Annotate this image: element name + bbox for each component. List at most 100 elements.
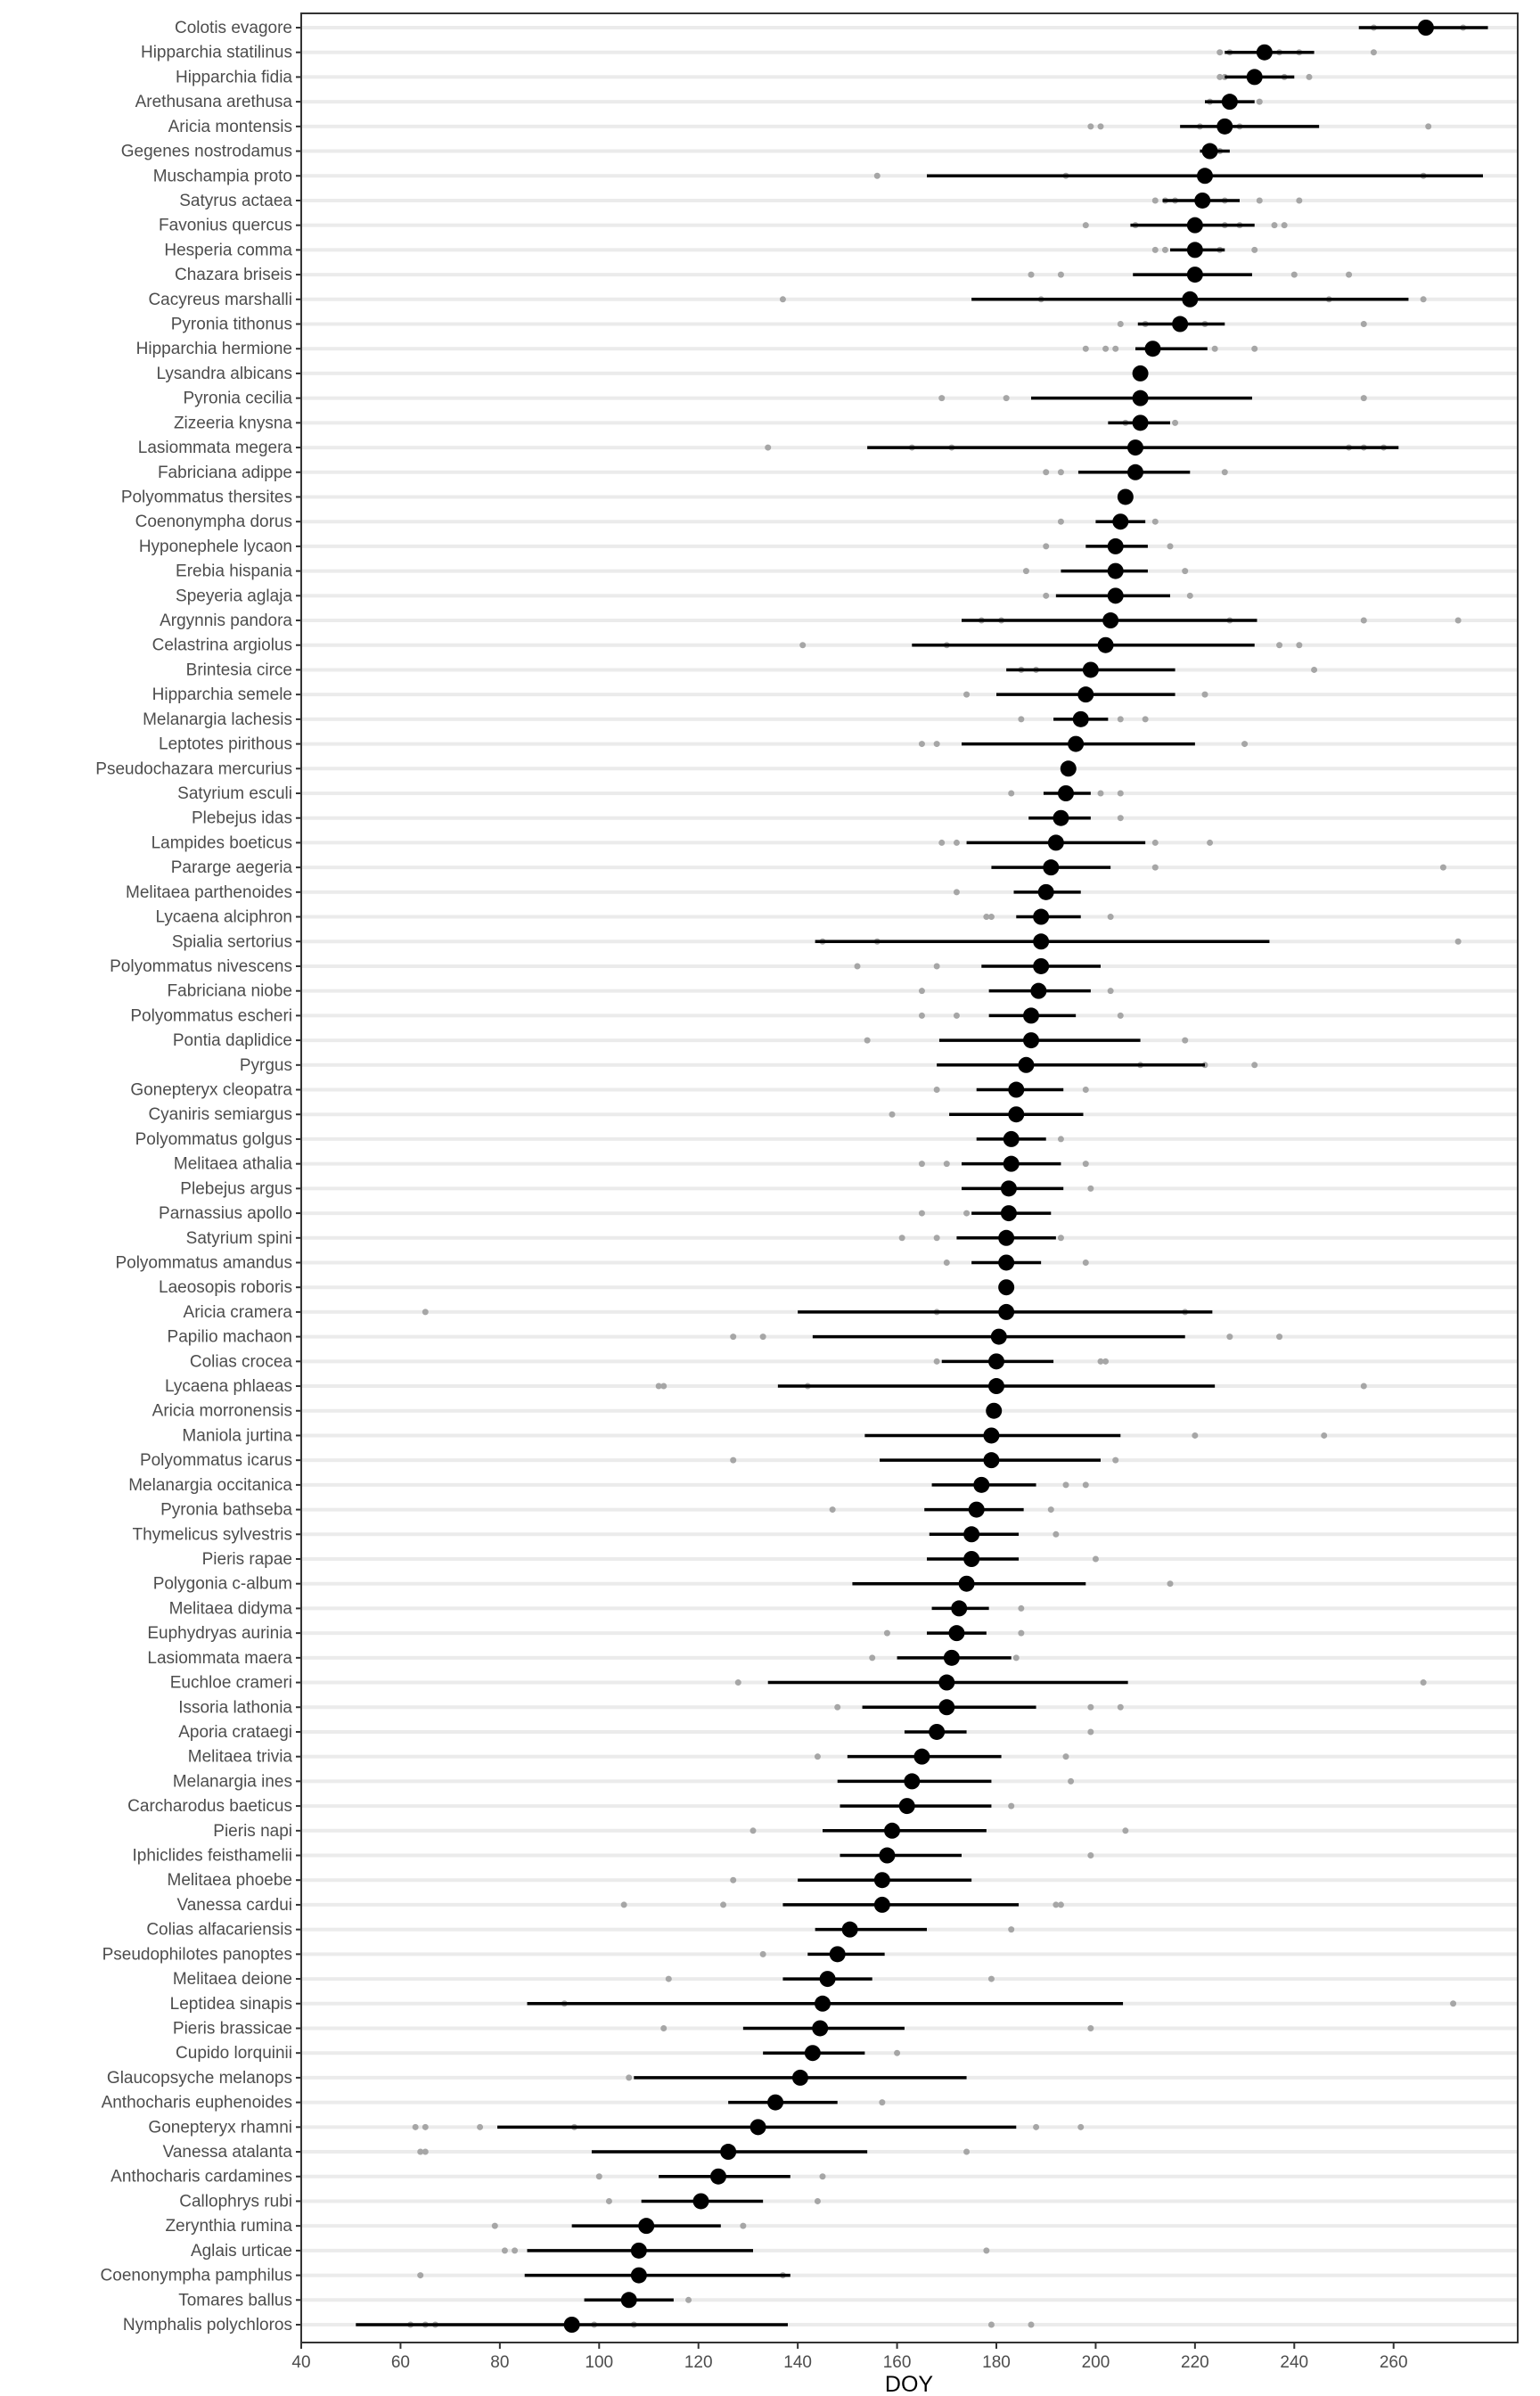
y-tick-label: Thymelicus sylvestris <box>133 1525 292 1544</box>
raw-point <box>1028 271 1035 278</box>
mean-point <box>990 1328 1007 1345</box>
mean-point <box>958 1575 975 1592</box>
raw-point <box>873 172 881 179</box>
mean-point <box>1112 513 1129 530</box>
mean-point <box>1194 192 1211 209</box>
y-tick-label: Aricia montensis <box>168 118 292 136</box>
raw-point <box>933 963 940 970</box>
raw-point <box>1087 1852 1094 1859</box>
y-tick-label: Pieris brassicae <box>173 2019 292 2038</box>
raw-point <box>1151 864 1159 871</box>
mean-point <box>1132 365 1149 382</box>
mean-point <box>1000 1205 1017 1222</box>
mean-point <box>998 1303 1015 1320</box>
raw-point <box>1107 914 1114 921</box>
y-tick-label: Satyrium spini <box>186 1229 292 1248</box>
raw-point <box>1057 1136 1064 1143</box>
y-tick-label: Pararge aegeria <box>171 858 293 877</box>
mean-point <box>1008 1081 1025 1098</box>
y-tick-label: Melitaea trivia <box>188 1748 293 1767</box>
raw-point <box>1186 592 1193 599</box>
y-tick-label: Celastrina argiolus <box>152 636 292 655</box>
y-tick-label: Melitaea athalia <box>174 1155 293 1174</box>
raw-point <box>1102 1358 1110 1365</box>
mean-point <box>791 2069 808 2086</box>
raw-point <box>1047 1506 1054 1514</box>
mean-point <box>1186 267 1203 283</box>
raw-point <box>665 1975 672 1982</box>
raw-point <box>1167 543 1174 550</box>
raw-point <box>1018 716 1025 723</box>
raw-point <box>1087 123 1094 130</box>
y-tick-label: Zizeeria knysna <box>174 414 292 432</box>
raw-point <box>620 1901 627 1908</box>
raw-point <box>1008 1802 1015 1809</box>
y-tick-label: Polygonia c-album <box>153 1575 292 1594</box>
mean-point <box>1172 316 1189 332</box>
raw-point <box>422 1309 429 1316</box>
raw-point <box>1276 642 1283 649</box>
raw-point <box>759 1950 766 1957</box>
mean-point <box>1053 809 1069 826</box>
raw-point <box>1057 518 1064 525</box>
x-tick-label: 80 <box>490 2353 509 2372</box>
mean-point <box>1132 390 1149 406</box>
raw-point <box>987 914 995 921</box>
y-tick-label: Fabriciana niobe <box>168 982 292 1001</box>
mean-point <box>1018 1056 1035 1073</box>
mean-point <box>938 1674 955 1691</box>
y-tick-label: Cyaniris semiargus <box>148 1105 292 1124</box>
mean-point <box>1030 982 1047 999</box>
raw-point <box>983 2247 990 2254</box>
raw-point <box>799 642 807 649</box>
raw-point <box>685 2296 692 2303</box>
raw-point <box>477 2123 484 2130</box>
raw-point <box>740 2222 747 2229</box>
mean-point <box>1033 933 1050 950</box>
raw-point <box>422 2148 429 2155</box>
y-tick-label: Pyronia tithonus <box>171 316 292 334</box>
raw-point <box>938 839 946 846</box>
raw-point <box>963 691 971 698</box>
mean-point <box>1221 94 1238 111</box>
x-tick-label: 180 <box>982 2353 1011 2372</box>
raw-point <box>1161 246 1168 253</box>
mean-point <box>988 1353 1004 1370</box>
raw-point <box>1454 617 1462 624</box>
y-tick-label: Anthocharis cardamines <box>111 2168 292 2187</box>
y-tick-label: Pyronia bathseba <box>160 1501 292 1520</box>
raw-point <box>655 1383 662 1390</box>
mean-point <box>1186 217 1203 234</box>
raw-point <box>730 1333 737 1341</box>
y-tick-label: Issoria lathonia <box>178 1698 292 1717</box>
y-tick-label: Aglais urticae <box>191 2242 292 2261</box>
mean-point <box>1033 908 1050 925</box>
y-tick-label: Melitaea phoebe <box>168 1871 293 1890</box>
raw-point <box>1271 222 1278 229</box>
y-tick-label: Leptidea sinapis <box>170 1995 292 2014</box>
raw-point <box>1439 864 1446 871</box>
y-tick-label: Hipparchia statilinus <box>141 44 292 62</box>
y-tick-label: Fabriciana adippe <box>158 464 292 482</box>
y-tick-label: Zerynthia rumina <box>165 2217 292 2236</box>
raw-point <box>1018 1604 1025 1612</box>
mean-point <box>1008 1106 1025 1123</box>
x-tick-label: 240 <box>1280 2353 1308 2372</box>
mean-point <box>1003 1155 1020 1172</box>
mean-point <box>898 1798 915 1815</box>
raw-point <box>417 2148 424 2155</box>
raw-point <box>1117 321 1124 328</box>
mean-point <box>1132 414 1149 431</box>
mean-point <box>951 1600 968 1617</box>
raw-point <box>898 1235 905 1242</box>
raw-point <box>1454 938 1462 945</box>
raw-point <box>953 1012 960 1019</box>
raw-point <box>1142 716 1149 723</box>
mean-point <box>1003 1130 1020 1147</box>
raw-point <box>1087 1185 1094 1192</box>
y-tick-label: Polyommatus thersites <box>121 488 292 506</box>
raw-point <box>938 395 946 402</box>
raw-point <box>1151 246 1159 253</box>
raw-point <box>1082 1087 1089 1094</box>
